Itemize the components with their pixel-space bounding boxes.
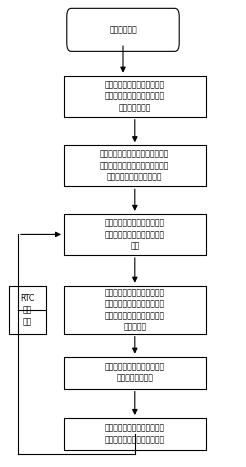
FancyBboxPatch shape [64, 76, 206, 117]
FancyBboxPatch shape [67, 8, 179, 51]
Text: 关闭无线通信模块，读取三轴
磁阻传感器数据并存储于缓存
队列: 关闭无线通信模块，读取三轴 磁阻传感器数据并存储于缓存 队列 [105, 219, 165, 250]
FancyBboxPatch shape [64, 145, 206, 186]
FancyBboxPatch shape [64, 418, 206, 450]
Text: 检测器初始化: 检测器初始化 [109, 25, 137, 35]
Text: 通过采集背景磁场样本数据，
计算并记录背景磁场的基准数
值作为参考标准: 通过采集背景磁场样本数据， 计算并记录背景磁场的基准数 值作为参考标准 [105, 80, 165, 112]
FancyBboxPatch shape [64, 357, 206, 389]
Text: 根据三轴磁阻传感器采集的背景磁
场三个轴向的样本数据的稳定度分
别确定三个轴向的计算权值: 根据三轴磁阻传感器采集的背景磁 场三个轴向的样本数据的稳定度分 别确定三个轴向的… [100, 150, 169, 182]
Text: 对车位空闲情况下的背景磁场
基准数据进行校准: 对车位空闲情况下的背景磁场 基准数据进行校准 [105, 362, 165, 383]
Text: RTC
定时
唤醒: RTC 定时 唤醒 [20, 294, 34, 326]
FancyBboxPatch shape [64, 286, 206, 334]
Text: 通过无线通信模块上传车位信
息及电池电量信息后进入休眠: 通过无线通信模块上传车位信 息及电池电量信息后进入休眠 [105, 424, 165, 444]
FancyBboxPatch shape [9, 286, 46, 334]
Text: 对缓存队列中的数据计算磁场
变化情况并进行中值滤波，根
据磁场数据的变化情况进行车
位状态判定: 对缓存队列中的数据计算磁场 变化情况并进行中值滤波，根 据磁场数据的变化情况进行… [105, 288, 165, 332]
FancyBboxPatch shape [64, 214, 206, 255]
